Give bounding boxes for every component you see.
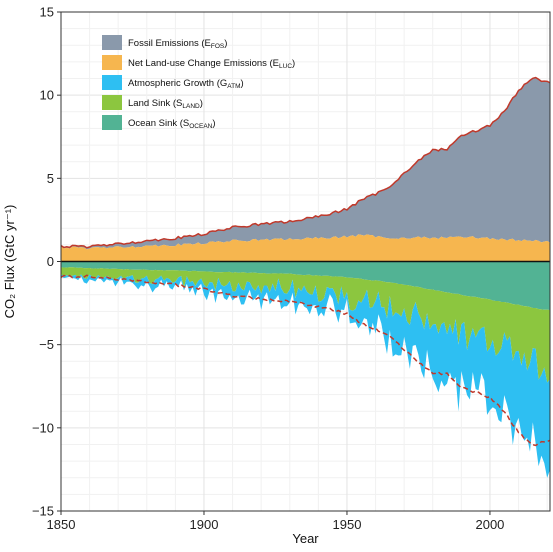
trend-lines bbox=[60, 76, 551, 447]
y-tick-label: 5 bbox=[47, 171, 54, 186]
ocean-sink-area bbox=[61, 261, 550, 311]
x-tick-label: 2000 bbox=[475, 517, 504, 532]
y-axis-title: CO₂ Flux (GtC yr⁻¹) bbox=[2, 205, 17, 319]
fossil-emissions-area bbox=[61, 77, 550, 250]
y-tick-label: −5 bbox=[39, 337, 54, 352]
atmospheric-growth-area bbox=[61, 274, 550, 478]
x-axis-title: Year bbox=[292, 531, 319, 546]
legend-label-luc: Net Land-use Change Emissions (ELUC) bbox=[128, 58, 295, 70]
x-tick-label: 1950 bbox=[333, 517, 362, 532]
areas bbox=[61, 77, 550, 478]
legend-label-land: Land Sink (SLAND) bbox=[128, 98, 203, 110]
total-emissions-line bbox=[60, 76, 551, 249]
legend-swatch-luc bbox=[102, 55, 122, 70]
y-tick-label: −10 bbox=[32, 420, 54, 435]
legend-label-atm: Atmospheric Growth (GATM) bbox=[128, 78, 244, 90]
legend-swatch-fossil bbox=[102, 35, 122, 50]
legend-swatch-atm bbox=[102, 75, 122, 90]
x-tick-label: 1850 bbox=[47, 517, 76, 532]
ticks: −15 −10 −5 0 5 10 15 1850 1900 1950 2000 bbox=[32, 5, 504, 533]
y-tick-label: 10 bbox=[40, 88, 54, 103]
legend: Fossil Emissions (EFOS) Net Land-use Chan… bbox=[102, 35, 295, 130]
legend-swatch-land bbox=[102, 95, 122, 110]
land-use-emissions-area bbox=[61, 234, 550, 262]
legend-swatch-ocean bbox=[102, 115, 122, 130]
x-tick-label: 1900 bbox=[190, 517, 219, 532]
y-tick-label: 15 bbox=[40, 5, 54, 20]
y-tick-label: −15 bbox=[32, 504, 54, 519]
land-sink-area bbox=[61, 267, 550, 383]
legend-label-fossil: Fossil Emissions (EFOS) bbox=[128, 38, 227, 50]
legend-label-ocean: Ocean Sink (SOCEAN) bbox=[128, 118, 216, 130]
y-tick-label: 0 bbox=[47, 254, 54, 269]
